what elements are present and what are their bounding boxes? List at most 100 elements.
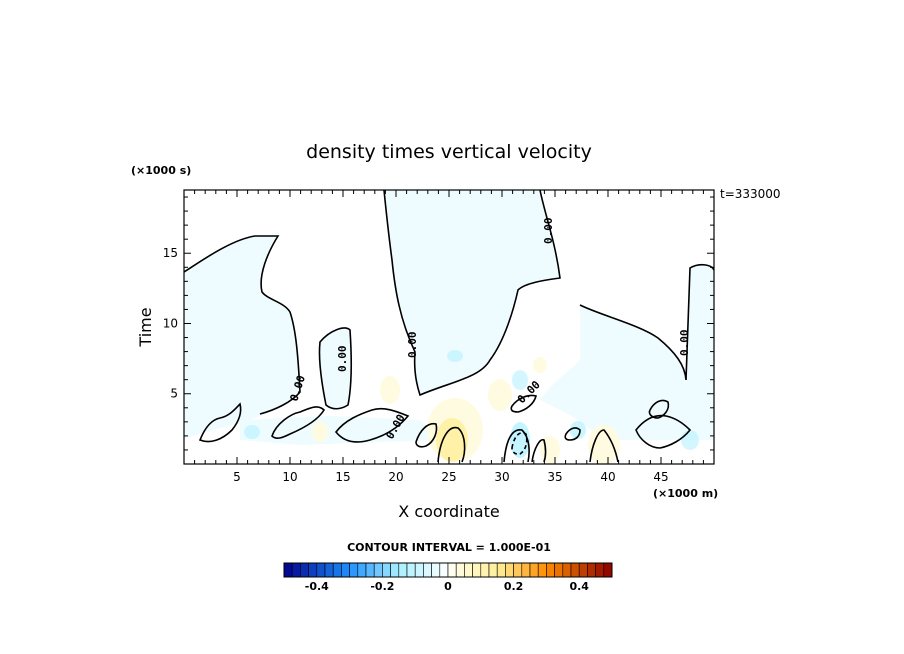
y-tick-label: 10 — [163, 316, 178, 330]
colorbar-cell — [283, 562, 293, 578]
contour-right — [579, 263, 714, 381]
colorbar-tick-label: -0.2 — [370, 580, 394, 593]
colorbar-cell — [595, 562, 605, 578]
pos-patch-3 — [380, 376, 400, 404]
contour-loop-a — [437, 426, 466, 463]
neg-region-mid — [319, 328, 352, 409]
contour-small-2 — [648, 399, 670, 419]
colorbar-cell — [291, 562, 301, 578]
x-tick-label: 35 — [547, 470, 562, 484]
colorbar-cell — [390, 562, 400, 578]
contour-lower-right — [635, 414, 692, 449]
contour-center — [383, 190, 561, 397]
contour-mid — [318, 327, 353, 410]
contour-label-4: 0.00 — [542, 218, 555, 245]
colorbar-tick-label: 0 — [444, 580, 452, 593]
colorbar-cell — [488, 562, 498, 578]
colorbar-cell — [546, 562, 555, 578]
colorbar-cell — [324, 562, 334, 578]
contour-small-3 — [564, 427, 581, 441]
x-tick-label: 40 — [600, 470, 615, 484]
x-tick-label: 30 — [494, 470, 509, 484]
colorbar-cell — [349, 562, 359, 578]
x-unit-label: (×1000 m) — [653, 487, 718, 500]
contour-label-3: 0.00 — [406, 332, 419, 359]
x-axis: 5 10 15 20 25 30 35 40 45 — [183, 190, 715, 484]
neg-patch-2 — [447, 350, 463, 362]
colorbar-cell — [398, 562, 408, 578]
neg-region-lower — [240, 416, 440, 445]
colorbar-cell — [578, 562, 588, 578]
chart-title: density times vertical velocity — [306, 141, 592, 163]
contour-loop-c — [589, 429, 619, 463]
contour-lower-left — [198, 402, 242, 443]
colorbar-cell — [570, 562, 580, 578]
y-axis-label: Time — [136, 307, 155, 347]
colorbar-cell — [431, 562, 441, 578]
colorbar — [283, 562, 613, 578]
heatmap-area: 0.00 0.00 0.00 0.00 0.00 0.00 0.00 — [184, 190, 714, 464]
colorbar-tick-label: -0.4 — [305, 580, 329, 593]
zero-contours — [184, 190, 714, 463]
contour-lower-center — [334, 407, 410, 443]
y-unit-label: (×1000 s) — [131, 164, 191, 177]
neg-patch-5 — [244, 425, 260, 439]
neg-patch-6 — [570, 421, 586, 439]
colorbar-tick-label: 0.4 — [569, 580, 589, 593]
colorbar-cell — [562, 562, 572, 578]
x-tick-label: 15 — [335, 470, 350, 484]
colorbar-cell — [308, 562, 318, 578]
pos-patch-7 — [312, 422, 328, 442]
y-tick-label: 15 — [163, 246, 178, 260]
x-tick-label: 20 — [388, 470, 403, 484]
pos-patch-4 — [488, 379, 512, 411]
contour-lower-mid — [271, 406, 326, 439]
neg-region-right — [540, 264, 714, 440]
colorbar-cell — [373, 562, 383, 578]
contour-small-4 — [510, 394, 537, 413]
neg-patch-4 — [681, 430, 699, 450]
colorbar-frame — [283, 562, 613, 578]
colorbar-cell — [447, 562, 457, 578]
contour-loop-b — [503, 429, 530, 463]
contour-left — [184, 235, 301, 415]
colorbar-cell — [513, 562, 523, 578]
colorbar-cell — [365, 562, 375, 578]
y-axis: 5 10 15 — [163, 196, 714, 465]
colorbar-cell — [414, 562, 424, 578]
colorbar-ticks: -0.4 -0.2 0 0.2 0.4 — [305, 580, 590, 593]
colorbar-cell — [382, 562, 391, 578]
contour-small-1 — [415, 422, 438, 448]
neg-region-left — [184, 236, 300, 438]
colorbar-tick-label: 0.2 — [504, 580, 524, 593]
pos-patch-8 — [533, 357, 547, 373]
pos-patch-6 — [588, 425, 620, 464]
colorbar-cell — [521, 562, 531, 578]
colorbar-cell — [439, 562, 449, 578]
x-tick-label: 5 — [233, 470, 241, 484]
colorbar-cell — [472, 562, 482, 578]
x-tick-label: 45 — [653, 470, 668, 484]
colorbar-cell — [603, 562, 613, 578]
colorbar-cell — [341, 562, 350, 578]
colorbar-cell — [496, 562, 506, 578]
colorbar-cell — [464, 562, 473, 578]
y-tick-label: 5 — [170, 387, 178, 401]
colorbar-cell — [529, 562, 539, 578]
colorbar-cell — [505, 562, 514, 578]
colorbar-cell — [300, 562, 309, 578]
contour-label-5: 0.00 — [678, 330, 691, 357]
neg-patch-3 — [512, 370, 528, 390]
colorbar-cell — [423, 562, 432, 578]
contour-loop-d — [531, 439, 547, 463]
colorbar-cell — [406, 562, 416, 578]
x-tick-label: 25 — [441, 470, 456, 484]
colorbar-cell — [357, 562, 367, 578]
colorbar-cell — [332, 562, 342, 578]
contour-interval: CONTOUR INTERVAL = 1.000E-01 — [347, 541, 551, 554]
colorbar-cell — [587, 562, 596, 578]
contour-negative — [511, 432, 528, 455]
x-axis-label: X coordinate — [398, 502, 499, 521]
colorbar-cell — [455, 562, 465, 578]
